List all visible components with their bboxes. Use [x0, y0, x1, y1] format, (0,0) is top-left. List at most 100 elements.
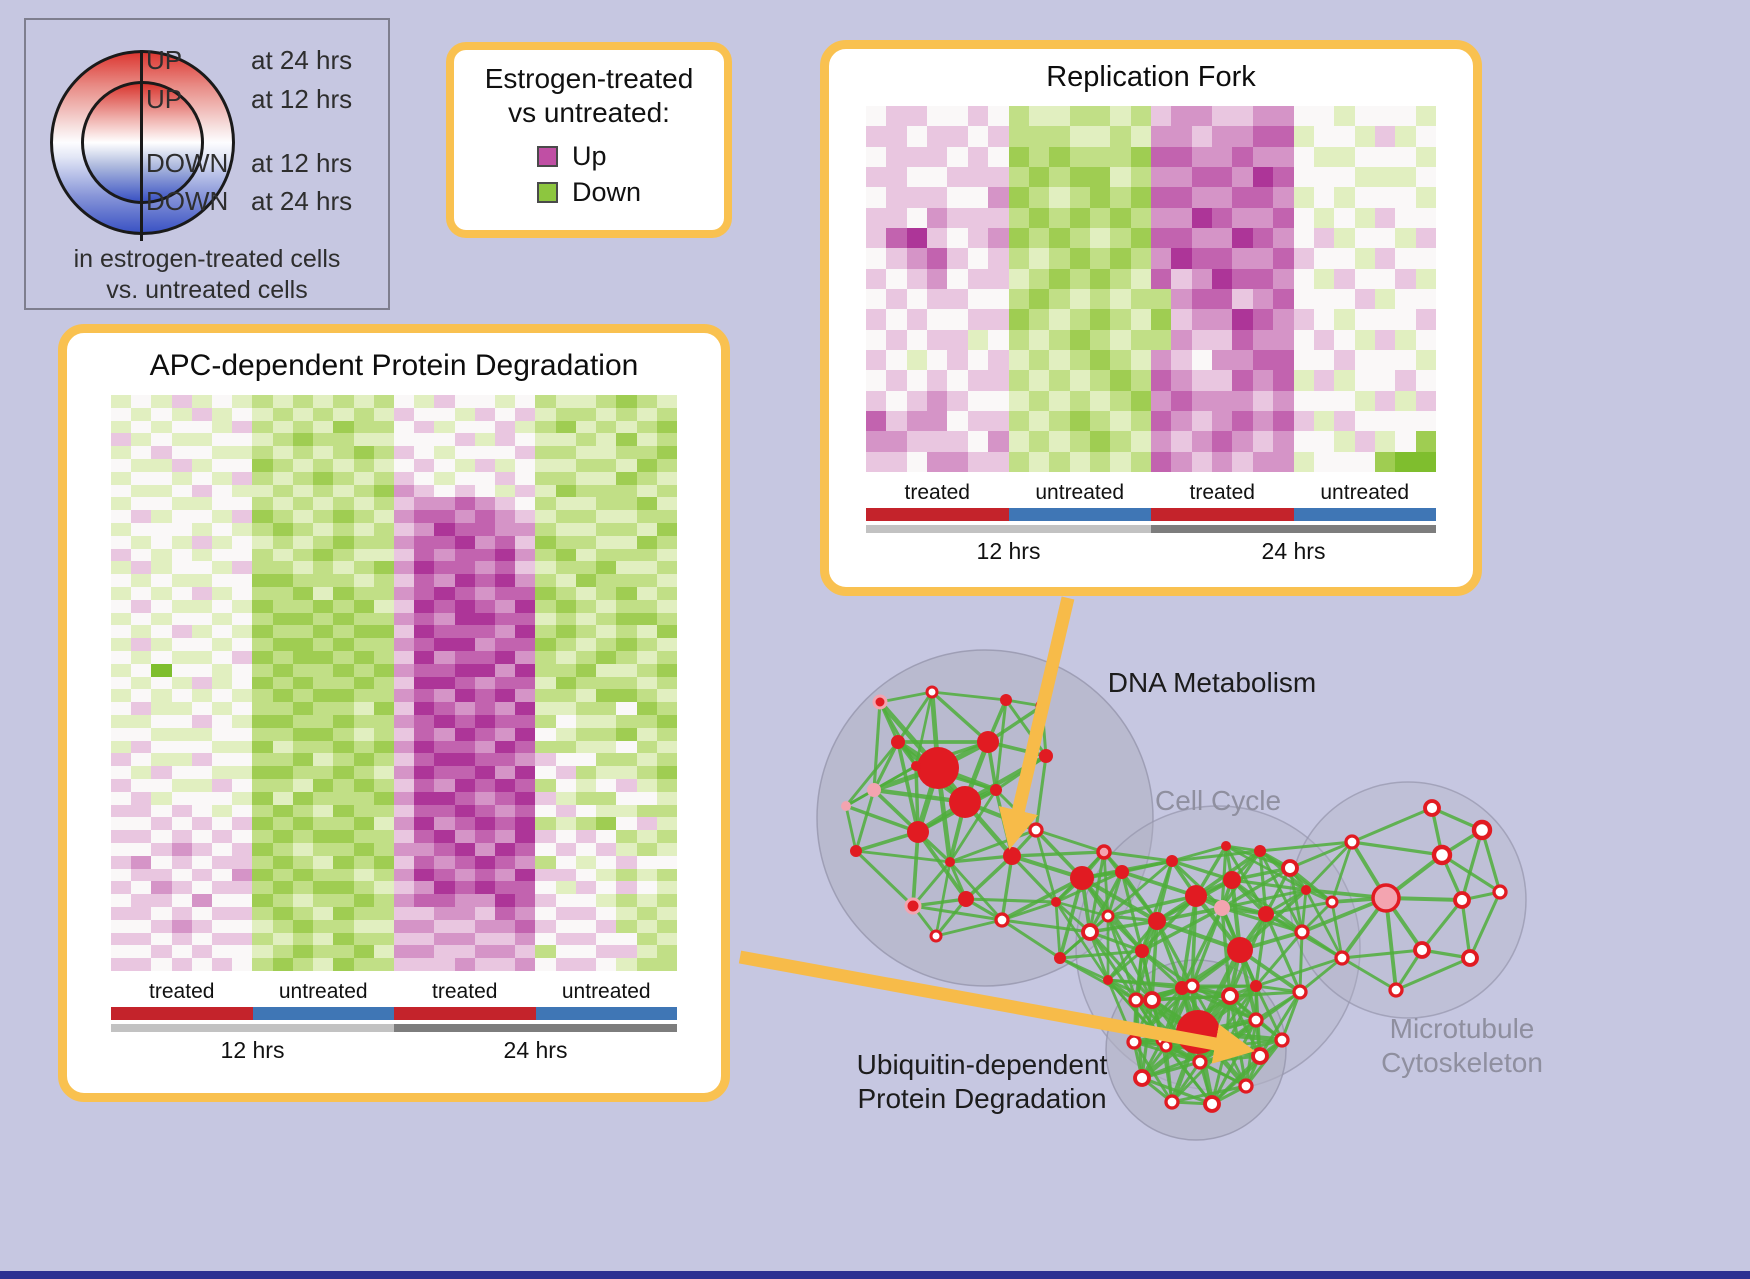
heatmap-cell	[1232, 187, 1253, 208]
heatmap-cell	[1089, 329, 1111, 350]
heatmap-cell	[1313, 289, 1335, 310]
heatmap-cell	[1130, 228, 1151, 249]
network-edge	[1221, 906, 1267, 916]
heatmap-cell	[313, 766, 334, 779]
heatmap-cell	[575, 715, 597, 728]
heatmap-cell	[495, 484, 516, 498]
heatmap-cell	[131, 766, 152, 779]
network-edge	[1155, 920, 1184, 989]
heatmap-cell	[596, 535, 617, 549]
heatmap-cell	[151, 932, 172, 946]
heatmap-cell	[1415, 167, 1436, 188]
heatmap-cell	[1232, 289, 1253, 310]
heatmap-cell	[232, 663, 253, 677]
network-edge	[1229, 994, 1283, 1042]
heatmap-cell	[1130, 451, 1151, 472]
heatmap-cell	[272, 548, 293, 562]
heatmap-cell	[636, 740, 657, 754]
heatmap-cell	[1110, 126, 1131, 147]
heatmap-cell	[947, 248, 968, 269]
heatmap-cell	[131, 843, 152, 856]
heatmap-cell	[515, 599, 536, 613]
heatmap-cell	[1374, 187, 1396, 208]
heatmap-cell	[596, 599, 617, 613]
heatmap-cell	[947, 309, 968, 330]
heatmap-cell	[1334, 248, 1355, 269]
heatmap-cell	[927, 431, 948, 452]
heatmap-cell	[616, 958, 637, 971]
heatmap-cell	[252, 727, 273, 741]
heatmap-cell	[1395, 106, 1416, 127]
heatmap-cell	[967, 329, 989, 350]
heatmap-cell	[111, 907, 132, 920]
heatmap-cell	[454, 599, 475, 613]
heatmap-cell	[454, 625, 475, 639]
heatmap-cell	[515, 523, 536, 536]
heatmap-cell	[1395, 329, 1416, 350]
apc-degradation-title: APC-dependent Protein Degradation	[149, 349, 639, 382]
network-edge	[994, 788, 1038, 832]
network-edge	[1254, 985, 1262, 1057]
heatmap-cell	[515, 587, 536, 600]
heatmap-cell	[373, 638, 394, 651]
network-edge	[917, 788, 997, 834]
heatmap-cell	[495, 766, 516, 779]
network-edge	[1221, 906, 1303, 934]
network-edge	[1220, 850, 1262, 909]
heatmap-cell	[1293, 248, 1314, 269]
heatmap-cell	[373, 663, 394, 677]
heatmap-cell	[1008, 126, 1029, 147]
network-node	[907, 821, 929, 843]
heatmap-cell	[1069, 390, 1090, 411]
heatmap-cell	[313, 471, 334, 485]
heatmap-cell	[353, 599, 374, 613]
heatmap-cell	[1395, 411, 1416, 432]
network-edge	[1341, 948, 1423, 960]
heatmap-cell	[1171, 370, 1192, 391]
heatmap-cell	[414, 651, 435, 664]
heatmap-cell	[555, 459, 576, 472]
heatmap-cell	[474, 753, 496, 767]
heatmap-cell	[1252, 451, 1274, 472]
heatmap-cell	[515, 561, 536, 575]
heatmap-cell	[1212, 411, 1233, 432]
heatmap-cell	[616, 420, 637, 434]
heatmap-cell	[1415, 350, 1436, 371]
cluster-label-ubiquitin-protein-degradation: Protein Degradation	[857, 1083, 1106, 1114]
heatmap-cell	[292, 523, 314, 536]
heatmap-cell	[171, 727, 192, 741]
heatmap-cell	[636, 881, 657, 895]
heatmap-cell	[191, 830, 213, 843]
network-edge	[1225, 990, 1301, 1048]
heatmap-cell	[947, 289, 968, 310]
network-edge	[1231, 866, 1291, 882]
heatmap-cell	[393, 715, 415, 728]
heatmap-cell	[1151, 289, 1172, 310]
network-edge	[1107, 978, 1193, 988]
heatmap-cell	[555, 932, 576, 946]
heatmap-cell	[1334, 126, 1355, 147]
heatmap-cell	[414, 919, 435, 933]
heatmap-cell	[535, 587, 556, 600]
network-node	[977, 731, 999, 753]
heatmap-cell	[1273, 350, 1294, 371]
heatmap-cell	[555, 804, 576, 818]
network-edge	[1468, 891, 1502, 959]
heatmap-cell	[495, 535, 516, 549]
heatmap-cell	[1395, 289, 1416, 310]
heatmap-cell	[575, 804, 597, 818]
heatmap-cell	[988, 309, 1009, 330]
heatmap-cell	[866, 207, 887, 228]
heatmap-cell	[474, 471, 496, 485]
heatmap-cell	[636, 932, 657, 946]
heatmap-cell	[373, 446, 394, 459]
heatmap-cell	[111, 535, 132, 549]
heatmap-cell	[393, 446, 415, 459]
heatmap-cell	[292, 907, 314, 920]
network-edge	[1134, 997, 1200, 1035]
heatmap-cell	[927, 126, 948, 147]
heatmap-cell	[555, 523, 576, 536]
heatmap-cell	[495, 561, 516, 575]
heatmap-cell	[212, 663, 233, 677]
heatmap-cell	[906, 228, 928, 249]
